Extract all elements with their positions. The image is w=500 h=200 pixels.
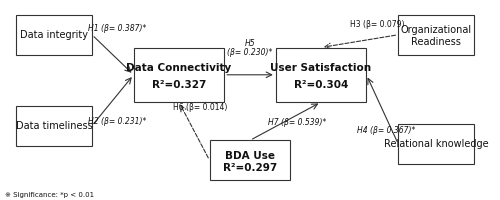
- Text: R²=0.304: R²=0.304: [294, 80, 348, 90]
- Text: Data Connectivity: Data Connectivity: [126, 63, 232, 73]
- Text: H1 (β= 0.387)*: H1 (β= 0.387)*: [88, 24, 146, 33]
- FancyBboxPatch shape: [16, 15, 92, 55]
- Text: Data timeliness: Data timeliness: [16, 121, 92, 131]
- Text: Organizational: Organizational: [400, 25, 472, 35]
- FancyBboxPatch shape: [134, 47, 224, 102]
- Text: Relational knowledge: Relational knowledge: [384, 139, 488, 149]
- Text: H6 (β= 0.014): H6 (β= 0.014): [173, 103, 227, 112]
- Text: H4 (β= 0.367)*: H4 (β= 0.367)*: [357, 126, 416, 135]
- FancyBboxPatch shape: [276, 47, 366, 102]
- Text: (β= 0.230)*: (β= 0.230)*: [228, 48, 272, 57]
- Text: ※ Significance: *p < 0.01: ※ Significance: *p < 0.01: [5, 192, 94, 198]
- Text: R²=0.297: R²=0.297: [223, 163, 277, 173]
- FancyBboxPatch shape: [398, 15, 474, 55]
- Text: BDA Use: BDA Use: [225, 151, 275, 161]
- FancyBboxPatch shape: [210, 140, 290, 180]
- Text: H2 (β= 0.231)*: H2 (β= 0.231)*: [88, 117, 146, 126]
- Text: Readiness: Readiness: [412, 37, 461, 47]
- Text: H3 (β= 0.079): H3 (β= 0.079): [350, 20, 405, 29]
- FancyBboxPatch shape: [398, 124, 474, 164]
- FancyBboxPatch shape: [16, 106, 92, 146]
- Text: H7 (β= 0.539)*: H7 (β= 0.539)*: [268, 118, 326, 127]
- Text: R²=0.327: R²=0.327: [152, 80, 206, 90]
- Text: H5: H5: [244, 39, 256, 48]
- Text: Data integrity: Data integrity: [20, 30, 88, 40]
- Text: User Satisfaction: User Satisfaction: [270, 63, 372, 73]
